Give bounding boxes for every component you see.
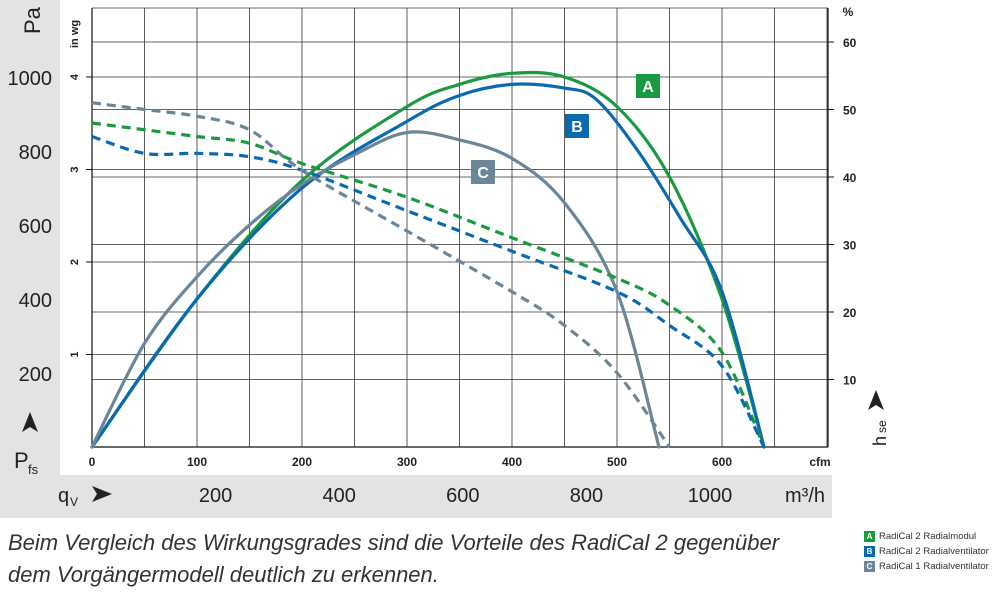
- inwg-tick-label: 2: [69, 259, 81, 265]
- m3h-tick-label: 200: [199, 485, 232, 507]
- grid-lines: [91, 7, 829, 448]
- x-axis-label: q: [58, 485, 69, 507]
- y2-axis-arrow: [868, 390, 884, 410]
- cfm-tick-label: 400: [502, 455, 522, 469]
- pct-tick-label: 50: [843, 104, 857, 118]
- pa-tick-label: 200: [19, 364, 52, 386]
- y-axis-arrow: [22, 412, 38, 432]
- legend-label-b: RadiCal 2 Radialventilator: [879, 546, 989, 557]
- axis-text: Pa in wg20040060080010001234%102030405060…: [8, 5, 891, 509]
- inwg-unit-label: in wg: [69, 20, 81, 48]
- caption-line-1: Beim Vergleich des Wirkungsgrades sind d…: [8, 530, 780, 555]
- legend-item-b: B RadiCal 2 Radialventilator: [864, 544, 1000, 559]
- cfm-tick-label: 100: [187, 455, 207, 469]
- cfm-tick-label: 300: [397, 455, 417, 469]
- pct-tick-label: 30: [843, 239, 857, 253]
- inwg-tick-label: 1: [69, 351, 81, 357]
- pct-unit-label: %: [843, 5, 854, 19]
- legend-swatch-c: C: [864, 561, 875, 572]
- cfm-tick-label: 0: [89, 455, 96, 469]
- left-axis-band: [0, 0, 60, 475]
- x-axis-arrow: [92, 486, 112, 502]
- axis-ticks: [86, 41, 834, 380]
- m3h-tick-label: 600: [446, 485, 479, 507]
- cfm-tick-label: 600: [712, 455, 732, 469]
- series-efficiency-a: [91, 121, 766, 448]
- series-pressure-c: [90, 130, 661, 449]
- x-axis-label-sub: V: [70, 495, 78, 509]
- pct-tick-label: 40: [843, 171, 857, 185]
- series-labels: A B C: [471, 74, 660, 184]
- pa-tick-label: 800: [19, 142, 52, 164]
- caption: Beim Vergleich des Wirkungsgrades sind d…: [8, 527, 808, 591]
- legend-swatch-a: A: [864, 531, 875, 542]
- pct-tick-label: 60: [843, 36, 857, 50]
- label-text-a: A: [642, 79, 654, 96]
- pa-tick-label: 1000: [8, 68, 53, 90]
- pct-tick-label: 10: [843, 374, 857, 388]
- series-layer: [90, 70, 766, 449]
- pct-tick-label: 20: [843, 306, 857, 320]
- label-text-c: C: [477, 165, 489, 182]
- inwg-tick-label: 4: [69, 73, 81, 80]
- cfm-tick-label: 500: [607, 455, 627, 469]
- series-pressure-b: [90, 82, 766, 449]
- legend-item-a: A RadiCal 2 Radialmodul: [864, 529, 1000, 544]
- legend-label-a: RadiCal 2 Radialmodul: [879, 531, 977, 542]
- y-axis-label-sub: fs: [28, 462, 39, 477]
- y2-axis-label-sub: se: [875, 420, 889, 433]
- m3h-tick-label: 800: [570, 485, 603, 507]
- plot-area: [92, 8, 828, 447]
- y-axis-label: P: [14, 448, 29, 473]
- series-efficiency-b: [91, 134, 766, 448]
- legend: A RadiCal 2 Radialmodul B RadiCal 2 Radi…: [864, 529, 1000, 574]
- label-box-b: [565, 114, 589, 138]
- caption-line-2: dem Vorgängermodell deutlich zu erkennen…: [8, 562, 439, 587]
- fan-performance-chart: ABC Pa in wg20040060080010001234%10203040…: [0, 0, 891, 518]
- label-box-a: [636, 74, 660, 98]
- legend-item-c: C RadiCal 1 Radialventilator: [864, 559, 1000, 574]
- series-efficiency-c: [91, 101, 671, 448]
- legend-label-c: RadiCal 1 Radialventilator: [879, 561, 989, 572]
- m3h-tick-label: 400: [323, 485, 356, 507]
- m3h-tick-label: 1000: [688, 485, 733, 507]
- m3h-unit-label: m³/h: [785, 485, 825, 507]
- bottom-axis-band: [0, 475, 832, 518]
- pa-tick-label: 600: [19, 216, 52, 238]
- cfm-tick-label: 200: [292, 455, 312, 469]
- legend-swatch-b: B: [864, 546, 875, 557]
- y2-axis-label: h: [870, 436, 890, 446]
- label-box-c: [471, 160, 495, 184]
- pa-tick-label: 400: [19, 290, 52, 312]
- cfm-unit-label: cfm: [809, 455, 830, 469]
- inwg-tick-label: 3: [69, 166, 81, 172]
- label-text-b: B: [571, 119, 583, 136]
- pa-unit-label: Pa: [20, 6, 45, 34]
